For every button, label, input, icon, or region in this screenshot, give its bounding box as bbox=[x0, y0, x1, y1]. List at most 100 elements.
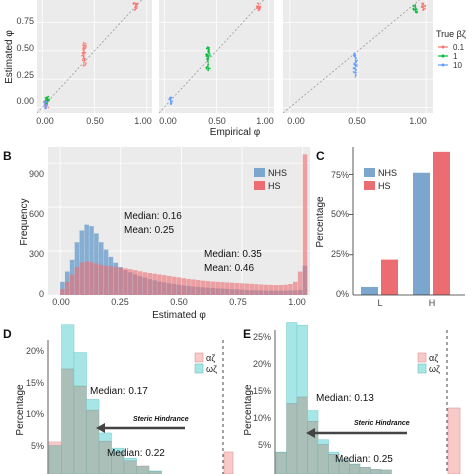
a1-xtick-1: 0.50 bbox=[86, 116, 104, 126]
panel-b-bar-hs bbox=[181, 278, 186, 295]
panel-b-bar-hs bbox=[288, 284, 293, 295]
panel-d-bar-top bbox=[73, 352, 87, 387]
panel-d-arrow-label: Steric Hindrance bbox=[133, 416, 189, 423]
panel-b-bar-hs bbox=[137, 271, 143, 295]
panel-c-bar-nhs-H bbox=[413, 172, 430, 295]
panel-c-ytick-0: 0% bbox=[336, 289, 349, 299]
panel-b-ylabel: Frequency bbox=[19, 198, 30, 245]
top-ytick-2: 0.50 bbox=[16, 43, 34, 53]
a3-point bbox=[353, 62, 356, 65]
a2-point bbox=[206, 47, 208, 50]
a3-point bbox=[412, 9, 415, 11]
panel-d-ytick-5: 5% bbox=[31, 441, 44, 451]
a3-point bbox=[352, 71, 355, 73]
legend-label-1: 1 bbox=[453, 52, 458, 61]
panel-e-bar-overlap bbox=[307, 421, 319, 474]
panel-b-bar-hs bbox=[273, 285, 279, 295]
panel-b-xtick-1: 0.25 bbox=[111, 297, 129, 307]
panel-b-bar-hs bbox=[302, 154, 308, 295]
panel-b-bar-hs bbox=[94, 263, 99, 295]
panel-b-bar-nhs bbox=[60, 281, 65, 295]
a1-point bbox=[47, 106, 50, 109]
panel-d-legend-key-omega bbox=[194, 363, 204, 374]
a3-point bbox=[421, 3, 424, 6]
a1-point bbox=[135, 7, 138, 9]
panel-c-legend-label-hs: HS bbox=[378, 181, 391, 191]
panel-d-bar-top bbox=[61, 324, 75, 370]
panel-d-letter: D bbox=[3, 327, 12, 341]
panel-d-bar-overlap bbox=[123, 460, 137, 474]
panel-b-bar-hs bbox=[118, 267, 123, 295]
panel-d-bar-overlap bbox=[48, 445, 62, 474]
a1-xtick-2: 1.00 bbox=[134, 116, 152, 126]
panel-b-ytick-0: 0 bbox=[39, 289, 44, 299]
panel-b-bar-hs bbox=[69, 274, 75, 295]
panel-d-bar-overlap bbox=[148, 471, 162, 474]
panel-c-letter: C bbox=[316, 149, 325, 163]
panel-b-bar-hs bbox=[263, 284, 269, 295]
panel-b-bar-hs bbox=[234, 282, 240, 295]
panel-b-bar-hs bbox=[259, 284, 264, 295]
a2-point bbox=[258, 8, 261, 11]
panel-d-legend-label-omega: ωζ bbox=[206, 364, 217, 374]
panel-b-xtick-2: 0.50 bbox=[170, 297, 188, 307]
a1-point bbox=[84, 44, 87, 47]
panel-d-ylabel: Percentage bbox=[15, 384, 26, 436]
panel-b-bar-hs bbox=[215, 281, 220, 295]
panel-c-legend-key-hs bbox=[364, 181, 375, 190]
panel-b-bar-hs bbox=[157, 274, 162, 295]
panel-b-ann2-median: Median: 0.35 bbox=[204, 249, 262, 260]
panel-c-ytick-3: 75% bbox=[331, 170, 349, 180]
panel-b-bar-nhs bbox=[84, 224, 89, 295]
a1-point bbox=[84, 63, 87, 66]
a1-point bbox=[133, 9, 136, 11]
a1-point bbox=[84, 57, 86, 60]
a1-point bbox=[135, 5, 138, 8]
a1-point bbox=[46, 101, 48, 103]
panel-e-ytick-15: 15% bbox=[253, 386, 271, 396]
panel-d-ytick-20: 20% bbox=[26, 346, 44, 356]
a3-xtick-2: 1.00 bbox=[409, 116, 427, 126]
a2-point bbox=[205, 66, 208, 69]
panel-b-bar-hs bbox=[123, 268, 128, 295]
panel-b-bar-nhs bbox=[89, 226, 94, 295]
a2-point bbox=[259, 5, 262, 8]
legend-dot-1 bbox=[441, 54, 445, 58]
legend-dot-0.1 bbox=[441, 45, 445, 49]
a2-xtick-1: 0.50 bbox=[208, 116, 226, 126]
panel-e-bar-overlap bbox=[370, 469, 382, 474]
panel-b-bar-hs bbox=[84, 261, 89, 295]
panel-e-arrow-label: Steric Hindrance bbox=[354, 420, 410, 427]
panel-b-ytick-3: 900 bbox=[29, 169, 44, 179]
a1-point bbox=[81, 52, 84, 54]
panel-d-arrow-head bbox=[96, 423, 105, 433]
panel-d-bar-overlap bbox=[61, 368, 75, 474]
panel-b-bar-hs bbox=[98, 264, 104, 295]
panel-d-bar-overlap bbox=[73, 385, 87, 474]
a3-point bbox=[412, 5, 415, 8]
panel-e-legend-key-omega bbox=[417, 363, 427, 374]
panel-e-ytick-20: 20% bbox=[253, 359, 271, 369]
a1-identity-line bbox=[36, 0, 142, 114]
panel-c-xtick-H: H bbox=[429, 298, 436, 308]
panel-b-bar-hs bbox=[60, 289, 65, 295]
a2-xtick-2: 1.00 bbox=[256, 116, 274, 126]
legend-label-0.1: 0.1 bbox=[453, 43, 465, 52]
panel-b-bar-hs bbox=[297, 271, 303, 295]
panel-b-bar-hs bbox=[89, 262, 94, 295]
a1-point bbox=[46, 103, 49, 106]
panel-e-legend-label-omega: ωζ bbox=[429, 364, 440, 374]
panel-b-xlabel: Estimated φ bbox=[152, 310, 206, 321]
a2-point bbox=[208, 46, 211, 49]
panel-b-bar-hs bbox=[191, 279, 196, 295]
a3-point bbox=[416, 8, 418, 11]
panel-b-bar-hs bbox=[278, 285, 284, 295]
panel-b-bar-hs bbox=[142, 272, 148, 295]
a1-point bbox=[48, 98, 51, 101]
panel-e-ylabel: Percentage bbox=[243, 384, 254, 436]
panel-d-bar-top bbox=[86, 399, 100, 411]
panel-b-bar-hs bbox=[132, 270, 138, 295]
panel-d-legend-key-alpha bbox=[194, 352, 204, 363]
a3-xtick-1: 0.50 bbox=[348, 116, 366, 126]
top-ylabel: Estimated φ bbox=[4, 30, 15, 84]
